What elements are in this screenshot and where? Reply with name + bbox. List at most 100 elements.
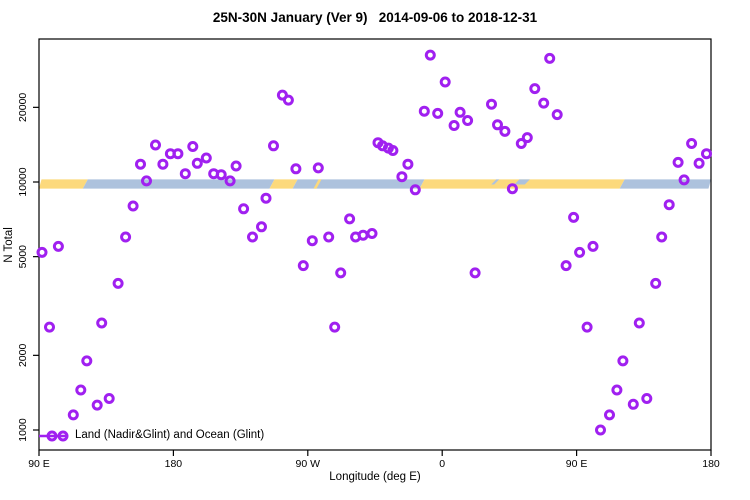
data-point xyxy=(172,148,184,160)
data-point xyxy=(306,235,318,247)
data-point xyxy=(627,398,639,410)
data-point xyxy=(492,119,503,131)
data-point xyxy=(81,355,93,367)
data-point xyxy=(633,317,645,329)
data-point xyxy=(701,148,712,160)
data-point xyxy=(127,200,139,212)
band-segment-ocean xyxy=(82,179,275,189)
data-point xyxy=(641,393,653,404)
data-point xyxy=(256,221,267,233)
data-point xyxy=(663,199,675,211)
legend-marker xyxy=(46,430,58,442)
data-point xyxy=(52,240,64,252)
data-point xyxy=(672,156,684,168)
data-point xyxy=(617,355,629,367)
x-tick-label: 0 xyxy=(439,458,445,470)
band-detail-ocean xyxy=(491,179,500,185)
data-point xyxy=(521,132,533,144)
y-tick-label: 2000 xyxy=(17,344,29,368)
data-point xyxy=(469,267,481,279)
data-point xyxy=(179,168,191,180)
data-point xyxy=(693,157,705,169)
band-segment-land xyxy=(269,179,298,189)
data-point xyxy=(595,424,606,436)
y-tick-label: 20000 xyxy=(17,93,29,122)
data-point xyxy=(418,105,430,117)
data-point xyxy=(230,160,242,172)
data-point xyxy=(686,138,698,149)
data-point xyxy=(335,267,347,279)
data-point xyxy=(312,162,324,174)
data-point xyxy=(506,183,518,195)
data-point xyxy=(366,228,378,239)
data-point xyxy=(387,145,399,156)
data-point xyxy=(462,115,474,126)
plot-box xyxy=(38,38,712,451)
data-point xyxy=(581,321,593,333)
data-point xyxy=(604,409,615,421)
band-segment-land xyxy=(39,179,88,189)
data-point xyxy=(560,260,572,272)
data-point xyxy=(268,140,279,152)
data-point xyxy=(568,211,580,223)
data-point xyxy=(187,141,199,152)
data-point xyxy=(574,246,586,258)
data-point xyxy=(103,393,115,404)
data-point xyxy=(200,152,212,164)
data-point xyxy=(439,76,451,88)
band-segment-ocean xyxy=(292,179,425,189)
data-point xyxy=(290,163,302,175)
data-point xyxy=(215,169,227,181)
data-point xyxy=(297,260,309,272)
band-detail-ocean xyxy=(514,179,530,185)
data-point xyxy=(282,94,294,106)
data-point xyxy=(120,231,132,243)
data-point xyxy=(260,192,272,204)
data-point xyxy=(191,157,203,169)
data-point xyxy=(551,109,563,121)
data-point xyxy=(36,246,48,258)
data-point xyxy=(344,213,356,225)
data-point xyxy=(454,106,466,118)
data-point xyxy=(678,174,690,186)
y-tick-label: 1000 xyxy=(17,418,29,442)
data-point xyxy=(329,321,341,333)
data-point xyxy=(75,384,87,396)
data-point xyxy=(323,231,335,243)
x-axis-title: Longitude (deg E) xyxy=(329,471,421,483)
x-tick-label: 90 E xyxy=(566,458,588,470)
data-point xyxy=(44,321,55,333)
y-tick-label: 5000 xyxy=(17,245,29,269)
data-point xyxy=(538,97,550,109)
data-point xyxy=(112,277,124,289)
data-point xyxy=(486,98,497,110)
data-point xyxy=(157,158,169,170)
data-point xyxy=(224,175,236,187)
legend-label: Land (Nadir&Glint) and Ocean (Glint) xyxy=(75,429,265,441)
data-point xyxy=(141,175,152,187)
y-axis-title: N Total xyxy=(3,227,15,263)
x-tick-label: 180 xyxy=(165,458,183,470)
data-point xyxy=(96,317,108,329)
data-point xyxy=(357,229,369,241)
x-tick-label: 90 E xyxy=(28,458,50,470)
data-point xyxy=(135,158,146,170)
y-tick-label: 10000 xyxy=(17,167,29,196)
x-tick-label: 180 xyxy=(702,458,720,470)
data-point xyxy=(611,384,623,396)
data-point xyxy=(432,107,444,119)
chart-title: 25N-30N January (Ver 9) 2014-09-06 to 20… xyxy=(212,10,538,25)
data-point xyxy=(448,120,460,131)
data-point xyxy=(238,203,250,215)
legend-marker xyxy=(57,430,69,442)
data-point xyxy=(529,83,541,95)
data-point xyxy=(396,171,408,183)
data-point xyxy=(247,231,258,243)
data-point xyxy=(544,52,556,64)
data-point xyxy=(424,49,436,61)
data-point xyxy=(150,139,161,151)
band-segment-ocean xyxy=(619,179,711,189)
data-point xyxy=(587,240,599,252)
